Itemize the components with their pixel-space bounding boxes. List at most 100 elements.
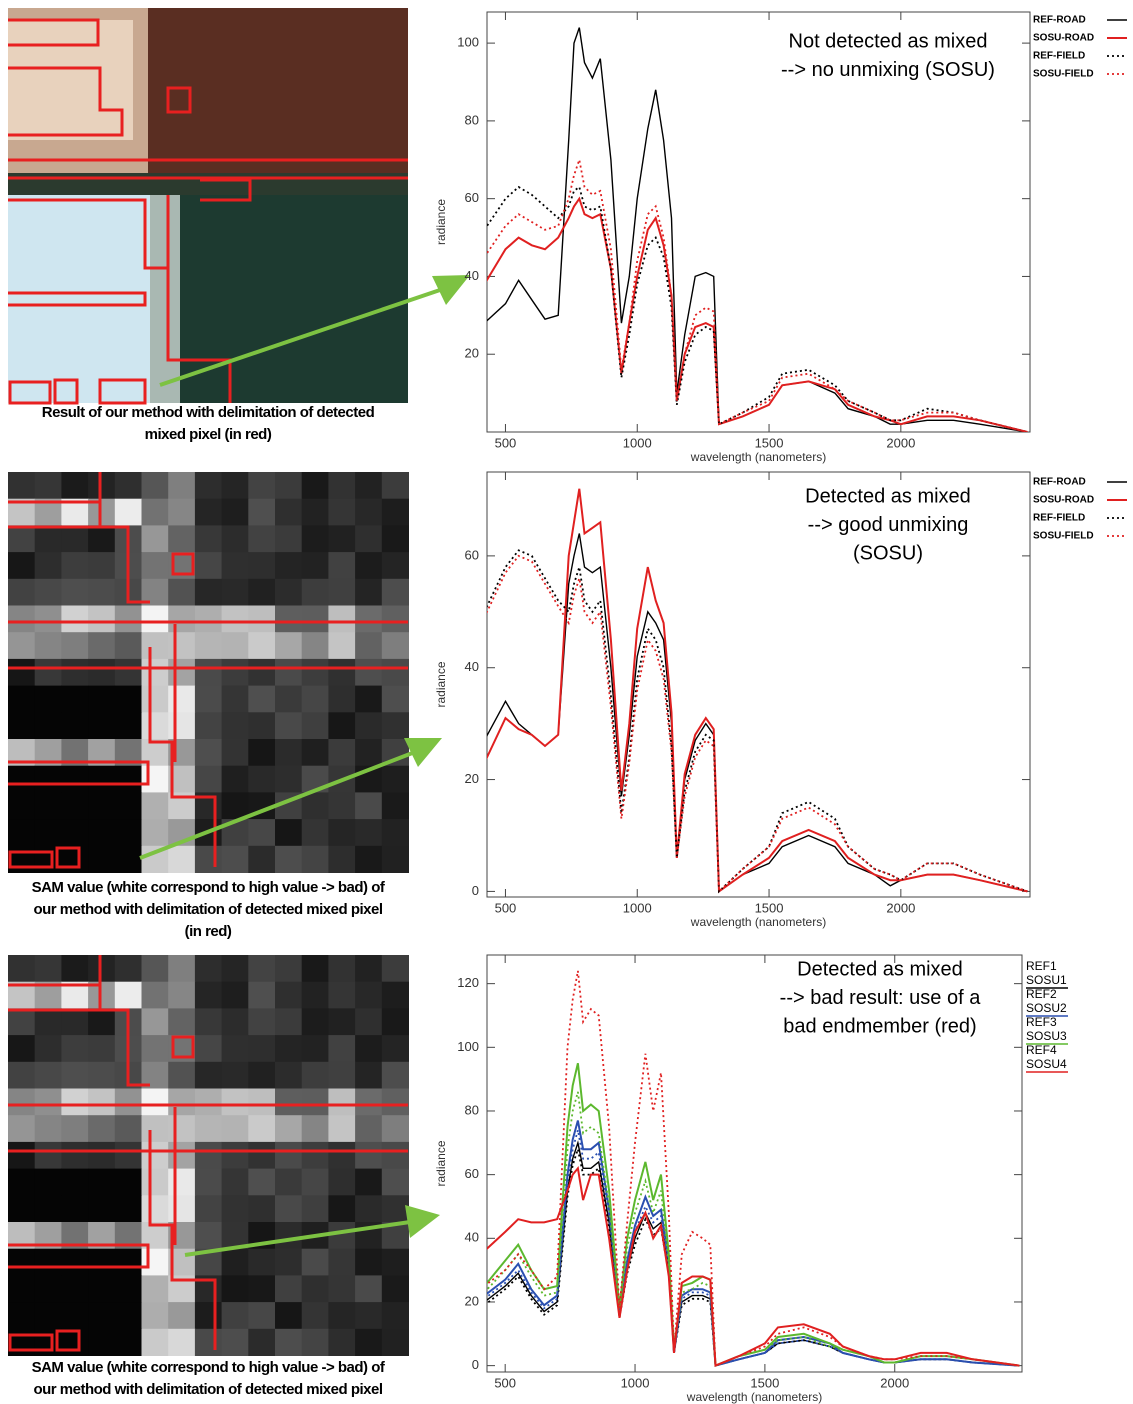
outline: [98, 955, 150, 1087]
pixel: [8, 1115, 36, 1143]
pixel: [248, 525, 276, 553]
pixel: [114, 1275, 142, 1303]
x-tick-label: 500: [495, 900, 517, 915]
pixel: [8, 685, 36, 713]
pixel: [275, 1008, 303, 1036]
pixel: [275, 1035, 303, 1063]
pixel: [194, 1035, 223, 1063]
pixel: [114, 1248, 142, 1276]
y-tick-label: 40: [465, 268, 479, 283]
pixel: [275, 765, 303, 793]
outline: [148, 1130, 217, 1350]
pixel: [275, 819, 303, 847]
pixel: [34, 472, 62, 500]
pixel: [301, 1035, 329, 1063]
pixel: [61, 605, 89, 633]
legend-label: SOSU-FIELD: [1033, 69, 1094, 80]
pixel: [34, 1141, 62, 1170]
pixel: [275, 658, 303, 687]
pixel: [34, 552, 62, 580]
pixel: [88, 1035, 116, 1063]
pixel: [141, 685, 169, 713]
pixel: [221, 792, 249, 820]
pixel: [141, 472, 169, 500]
pixel: [275, 1168, 303, 1196]
pixel: [141, 981, 169, 1009]
pixel: [61, 525, 89, 553]
pixel: [8, 765, 36, 793]
pixel: [221, 685, 249, 713]
series-line: [487, 533, 1028, 893]
pixel: [221, 765, 249, 793]
pixel: [61, 1141, 89, 1170]
pixel: [141, 792, 169, 820]
pixel: [275, 1275, 303, 1303]
pixel: [114, 472, 142, 500]
pixel: [381, 1088, 409, 1116]
pixel: [221, 981, 249, 1009]
pixel: [248, 1035, 276, 1063]
pixel: [88, 1141, 116, 1170]
pixel: [275, 472, 303, 500]
pixel: [34, 658, 62, 687]
y-tick-label: 80: [465, 1102, 479, 1117]
pixel: [381, 525, 409, 553]
pixel: [88, 525, 116, 553]
outline: [8, 1243, 150, 1269]
pixel: [328, 819, 356, 847]
pixel: [381, 1248, 409, 1276]
pixel: [88, 1061, 116, 1089]
pixel: [328, 1168, 356, 1196]
pixel: [8, 1248, 36, 1276]
pixel: [194, 1328, 223, 1356]
pixel: [141, 819, 169, 847]
pixel: [328, 1061, 356, 1089]
pixel: [61, 1061, 89, 1089]
pixel: [114, 1168, 142, 1196]
outline: [55, 846, 81, 869]
pixel: [381, 1141, 409, 1170]
y-axis-label: radiance: [434, 1140, 448, 1186]
x-tick-label: 1500: [755, 435, 784, 450]
pixel: [194, 1141, 223, 1170]
pixel: [355, 658, 383, 687]
pixel: [194, 1008, 223, 1036]
pixel: [168, 498, 196, 526]
pixel: [114, 712, 142, 740]
y-tick-label: 20: [465, 771, 479, 786]
pixel: [34, 1035, 62, 1063]
pixel: [248, 498, 276, 526]
pixel: [328, 739, 356, 767]
pixel: [355, 1115, 383, 1143]
pixel: [168, 1088, 196, 1116]
pixel: [88, 1302, 116, 1330]
pixel: [381, 712, 409, 740]
pixel: [88, 632, 116, 660]
pixel: [88, 1275, 116, 1303]
pixel: [61, 1195, 89, 1223]
legend-label: REF-FIELD: [1033, 51, 1085, 62]
pixel: [34, 712, 62, 740]
pixel: [248, 1302, 276, 1330]
pixel: [248, 819, 276, 847]
pixel: [34, 792, 62, 820]
pixel: [168, 525, 196, 553]
pixel: [194, 658, 223, 687]
outline: [171, 1035, 195, 1059]
y-tick-label: 100: [457, 1039, 479, 1054]
pixel: [141, 765, 169, 793]
pixel: [194, 1195, 223, 1223]
pixel: [114, 765, 142, 793]
pixel: [141, 552, 169, 580]
pixel: [61, 578, 89, 606]
pixel: [381, 1195, 409, 1223]
pixel: [194, 605, 223, 633]
pixel: [61, 792, 89, 820]
pixel: [275, 739, 303, 767]
pixel: [8, 1035, 36, 1063]
pixel: [328, 1141, 356, 1170]
legend-label: SOSU-ROAD: [1033, 495, 1094, 506]
pixel: [34, 632, 62, 660]
pixel: [88, 819, 116, 847]
pixel: [34, 1195, 62, 1223]
